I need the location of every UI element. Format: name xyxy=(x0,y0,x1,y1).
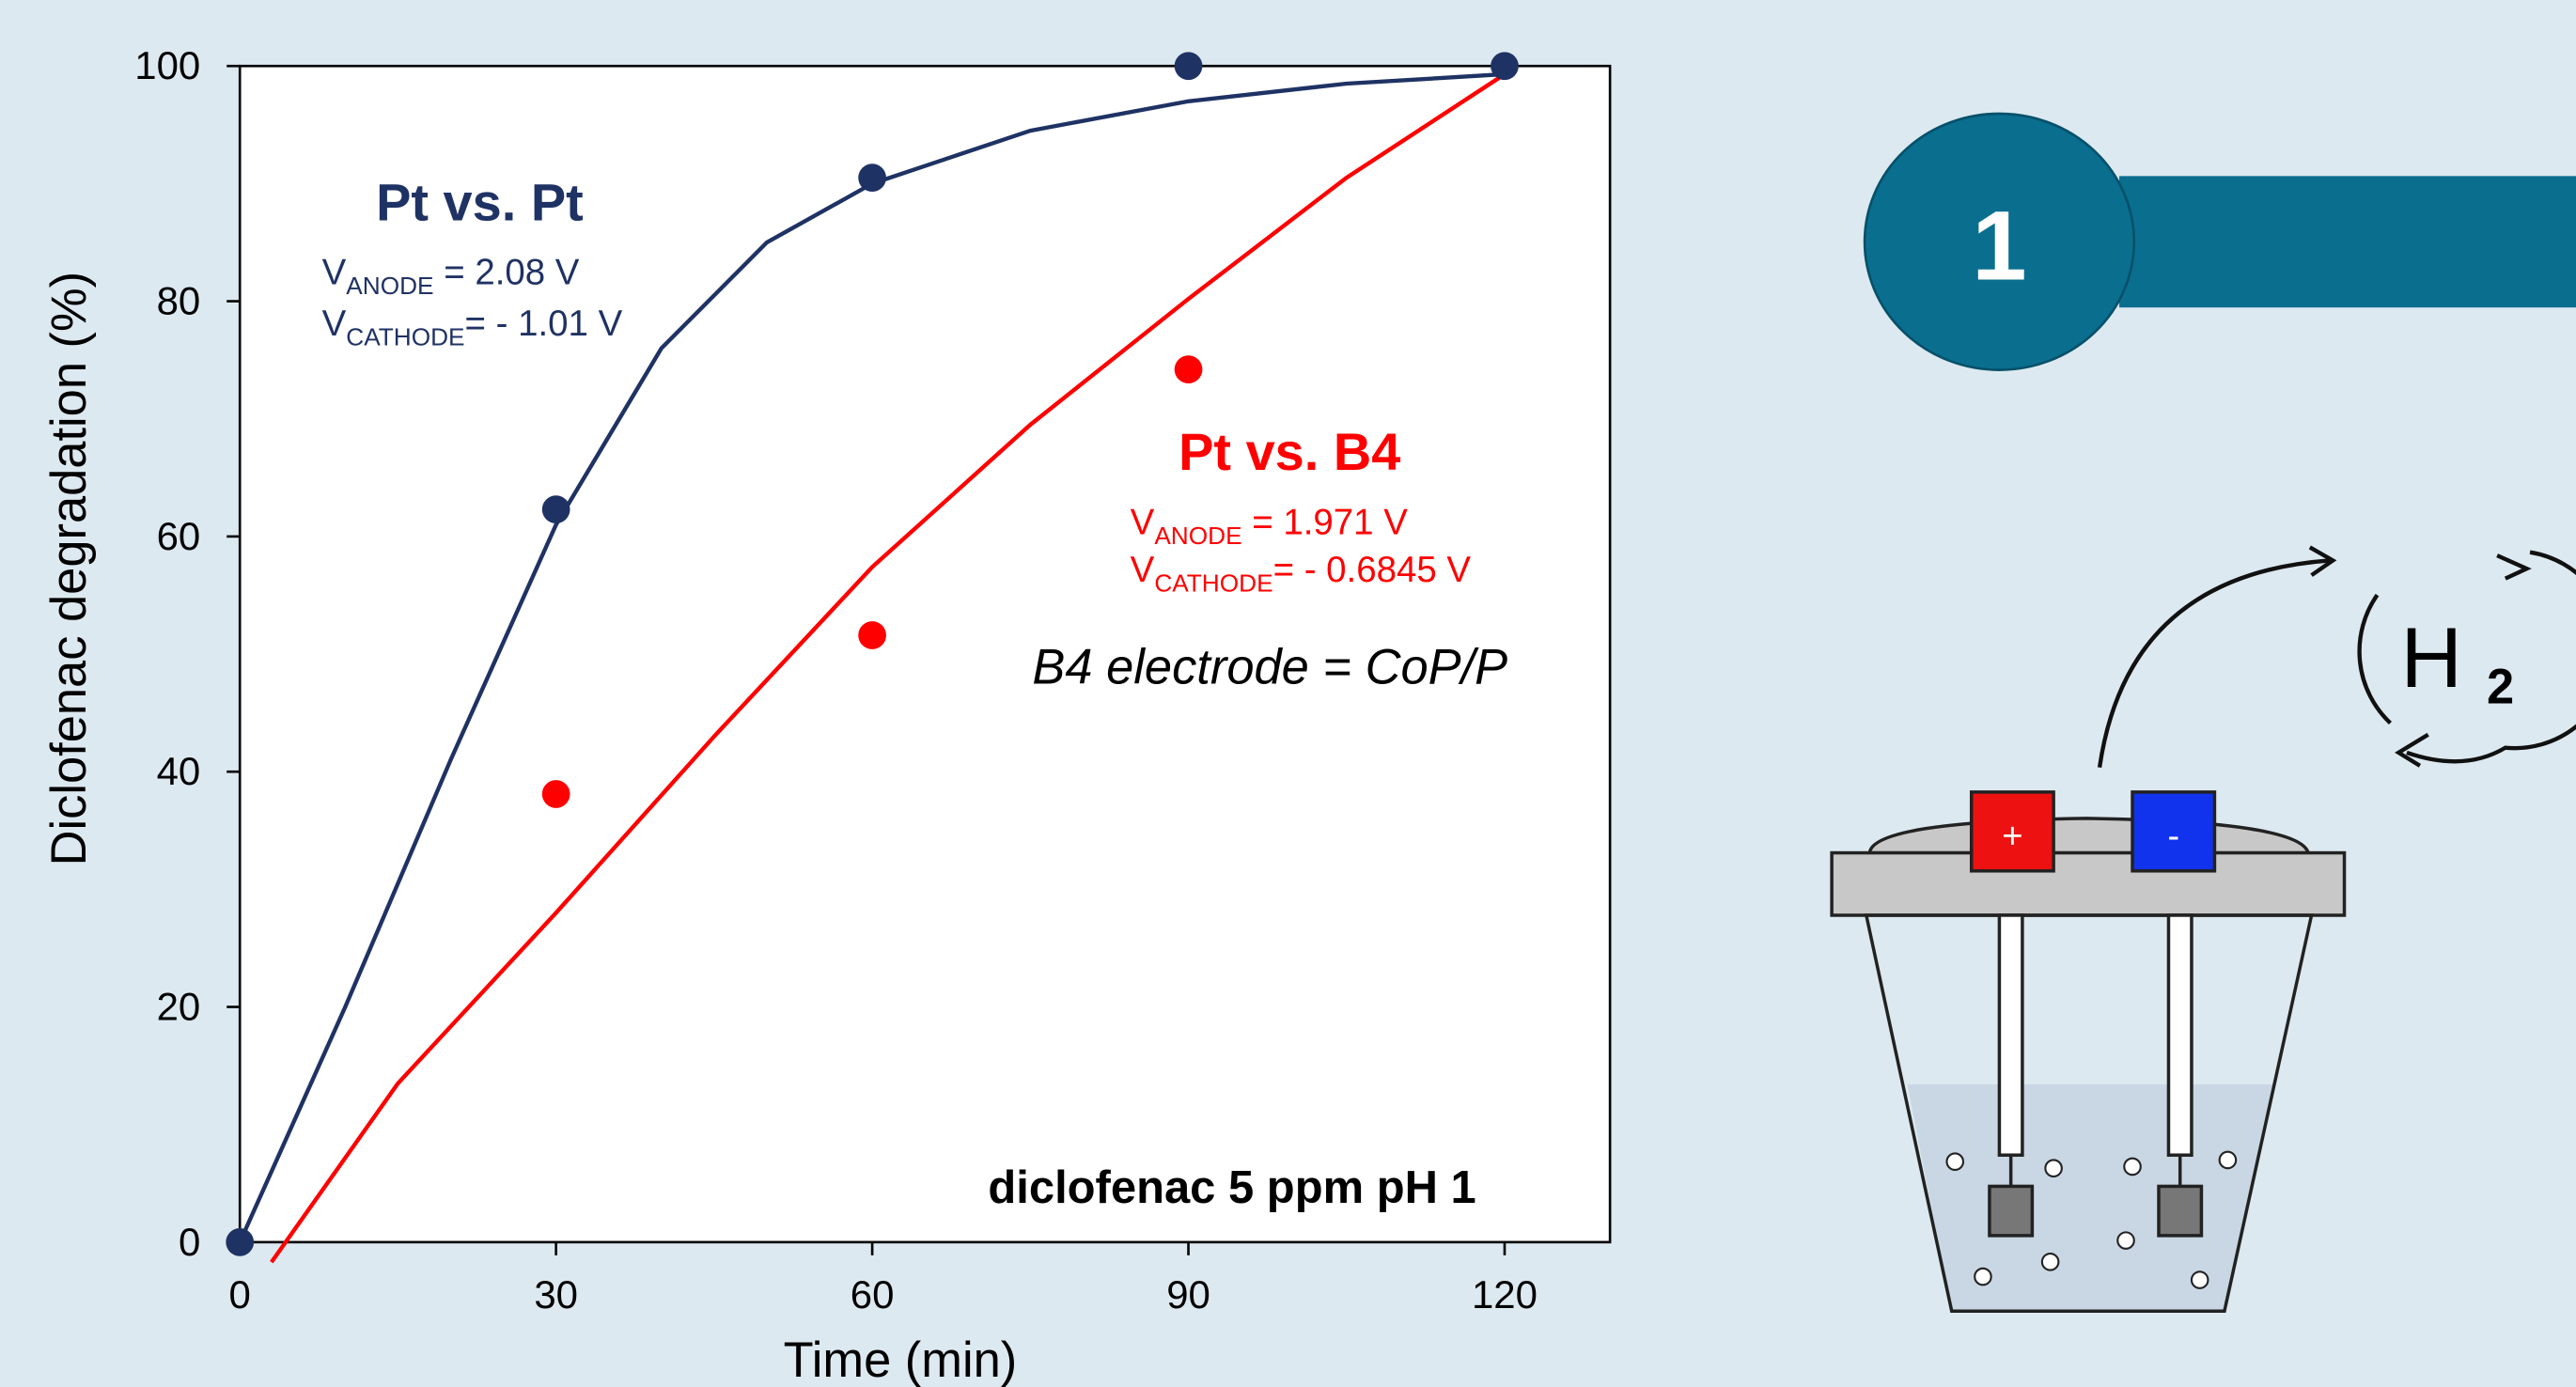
subscript: ANODE xyxy=(1154,522,1241,550)
x-tick-label: 90 xyxy=(1166,1272,1210,1317)
subscript: CATHODE xyxy=(346,322,464,351)
step-number: 1 xyxy=(1972,191,2026,301)
lid xyxy=(1832,853,2344,915)
series-label: Pt vs. B4 xyxy=(1179,422,1400,481)
y-axis-label: Diclofenac degradation (%) xyxy=(42,272,97,866)
y-tick-label: 80 xyxy=(157,279,201,323)
step-bar xyxy=(2119,176,2576,307)
symbol: V xyxy=(1131,502,1155,542)
symbol: V xyxy=(322,253,347,293)
y-tick-label: 0 xyxy=(179,1220,200,1264)
x-tick-label: 0 xyxy=(229,1272,251,1317)
page: Time (min) Diclofenac degradation (%) B4… xyxy=(0,0,2576,1387)
data-point xyxy=(1175,355,1203,383)
plus-sign: + xyxy=(2002,816,2022,856)
value: = - 1.01 V xyxy=(465,304,623,344)
electrode xyxy=(1999,915,2022,1155)
liquid xyxy=(1908,1084,2274,1311)
value: = 1.971 V xyxy=(1242,502,1409,542)
x-tick-label: 30 xyxy=(534,1272,578,1317)
annotation: diclofenac 5 ppm pH 1 xyxy=(988,1162,1475,1213)
value: = - 0.6845 V xyxy=(1273,550,1472,590)
x-tick-label: 120 xyxy=(1472,1272,1538,1317)
data-point xyxy=(1175,52,1203,80)
subscript: ANODE xyxy=(346,272,433,300)
data-point xyxy=(226,1228,254,1256)
gas-subscript: 2 xyxy=(2487,660,2514,714)
x-tick-label: 60 xyxy=(851,1272,895,1317)
symbol: V xyxy=(1131,550,1155,590)
figure: Time (min) Diclofenac degradation (%) B4… xyxy=(0,0,2576,1387)
data-point xyxy=(542,780,570,808)
gas-symbol: H xyxy=(2400,611,2462,706)
y-tick-label: 20 xyxy=(157,985,201,1029)
value: = 2.08 V xyxy=(434,253,580,293)
x-axis-label: Time (min) xyxy=(784,1333,1018,1387)
series-label: Pt vs. Pt xyxy=(376,173,584,232)
y-tick-label: 100 xyxy=(134,43,200,87)
y-tick-label: 40 xyxy=(157,749,201,793)
data-point xyxy=(542,495,570,523)
y-tick-label: 60 xyxy=(157,514,201,558)
symbol: V xyxy=(322,304,347,344)
minus-sign: - xyxy=(2167,816,2179,856)
electrode xyxy=(2168,915,2191,1155)
electrode-plate xyxy=(1990,1186,2032,1235)
subscript: CATHODE xyxy=(1154,569,1272,598)
annotation: B4 electrode = CoP/P xyxy=(1032,641,1507,695)
data-point xyxy=(858,621,886,649)
data-point xyxy=(1491,52,1519,80)
data-point xyxy=(858,164,886,192)
electrode-plate xyxy=(2159,1186,2201,1235)
